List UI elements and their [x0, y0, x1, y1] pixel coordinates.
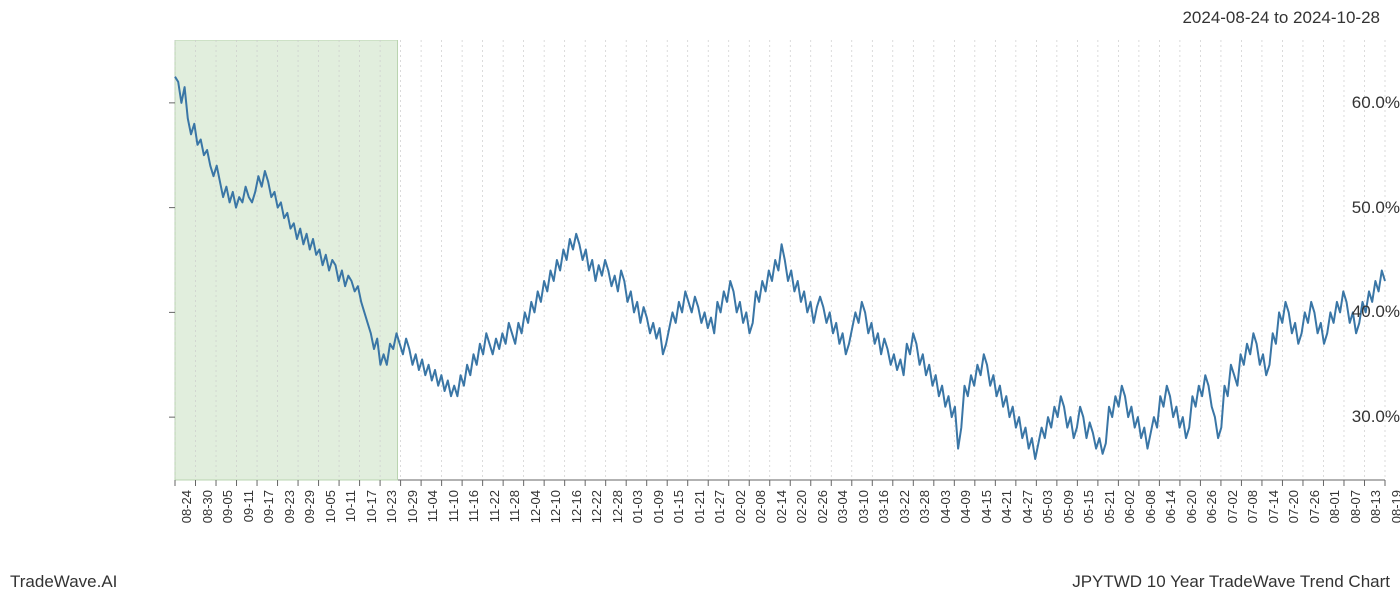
x-tick-label: 04-27 [1020, 490, 1035, 523]
x-tick-label: 10-23 [384, 490, 399, 523]
x-tick-label: 01-15 [671, 490, 686, 523]
x-tick-label: 01-03 [630, 490, 645, 523]
x-tick-label: 12-04 [528, 490, 543, 523]
x-tick-label: 05-15 [1081, 490, 1096, 523]
x-tick-label: 08-13 [1368, 490, 1383, 523]
x-tick-label: 03-16 [876, 490, 891, 523]
x-tick-label: 05-03 [1040, 490, 1055, 523]
x-tick-label: 07-26 [1307, 490, 1322, 523]
x-tick-label: 08-19 [1389, 490, 1400, 523]
x-tick-label: 08-30 [200, 490, 215, 523]
x-tick-label: 11-22 [487, 490, 502, 522]
x-tick-label: 11-16 [466, 490, 481, 522]
x-tick-label: 07-02 [1225, 490, 1240, 523]
x-tick-label: 07-08 [1245, 490, 1260, 523]
y-tick-label: 60.0% [1237, 93, 1400, 113]
x-tick-label: 11-10 [446, 490, 461, 522]
x-tick-label: 10-29 [405, 490, 420, 523]
x-tick-label: 04-09 [958, 490, 973, 523]
x-tick-label: 02-14 [774, 490, 789, 523]
chart-title-label: JPYTWD 10 Year TradeWave Trend Chart [1072, 572, 1390, 592]
x-tick-label: 03-22 [897, 490, 912, 523]
x-tick-label: 06-26 [1204, 490, 1219, 523]
x-tick-label: 09-05 [220, 490, 235, 523]
x-tick-label: 12-16 [569, 490, 584, 523]
x-tick-label: 08-24 [179, 490, 194, 523]
x-tick-label: 03-28 [917, 490, 932, 523]
x-tick-label: 06-20 [1184, 490, 1199, 523]
x-tick-label: 01-27 [712, 490, 727, 523]
x-tick-label: 01-09 [651, 490, 666, 523]
x-tick-label: 06-08 [1143, 490, 1158, 523]
x-tick-label: 10-05 [323, 490, 338, 523]
x-tick-label: 10-17 [364, 490, 379, 523]
x-tick-label: 01-21 [692, 490, 707, 523]
x-tick-label: 07-20 [1286, 490, 1301, 523]
x-tick-label: 12-22 [589, 490, 604, 523]
x-tick-label: 12-28 [610, 490, 625, 523]
x-tick-label: 10-11 [343, 490, 358, 522]
x-tick-label: 08-01 [1327, 490, 1342, 523]
x-tick-label: 12-10 [548, 490, 563, 523]
x-tick-label: 07-14 [1266, 490, 1281, 523]
x-tick-label: 02-26 [815, 490, 830, 523]
date-range-label: 2024-08-24 to 2024-10-28 [1182, 8, 1380, 28]
x-tick-label: 03-04 [835, 490, 850, 523]
x-tick-label: 04-15 [979, 490, 994, 523]
x-tick-label: 05-21 [1102, 490, 1117, 523]
x-tick-label: 02-02 [733, 490, 748, 523]
y-tick-label: 50.0% [1237, 198, 1400, 218]
x-tick-label: 11-28 [507, 490, 522, 522]
x-tick-label: 09-17 [261, 490, 276, 523]
x-tick-label: 06-14 [1163, 490, 1178, 523]
x-tick-label: 04-03 [938, 490, 953, 523]
x-tick-label: 06-02 [1122, 490, 1137, 523]
x-tick-label: 09-23 [282, 490, 297, 523]
x-tick-label: 08-07 [1348, 490, 1363, 523]
x-tick-label: 09-11 [241, 490, 256, 522]
x-tick-label: 09-29 [302, 490, 317, 523]
x-tick-label: 03-10 [856, 490, 871, 523]
brand-label: TradeWave.AI [10, 572, 117, 592]
x-tick-label: 04-21 [999, 490, 1014, 523]
x-tick-label: 02-20 [794, 490, 809, 523]
y-tick-label: 40.0% [1237, 302, 1400, 322]
x-tick-label: 02-08 [753, 490, 768, 523]
trend-chart [0, 40, 1400, 550]
chart-container: 30.0% 40.0% 50.0% 60.0% 08-24 08-30 09-05 09-1… [0, 40, 1400, 550]
x-tick-label: 11-04 [425, 490, 440, 522]
y-tick-label: 30.0% [1237, 407, 1400, 427]
x-tick-label: 05-09 [1061, 490, 1076, 523]
